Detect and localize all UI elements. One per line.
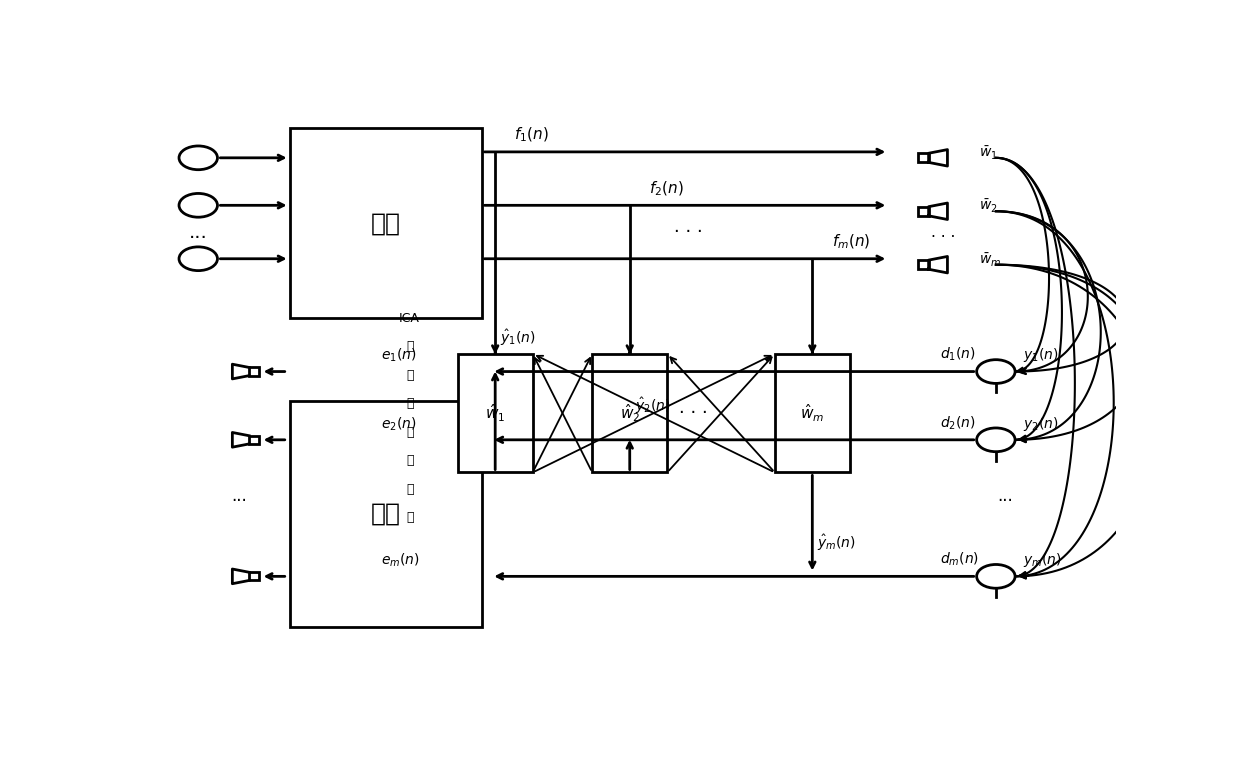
Text: $y_m(n)$: $y_m(n)$	[1023, 551, 1061, 569]
Text: ...: ...	[232, 487, 248, 505]
Text: $\bar{w}_1$: $\bar{w}_1$	[978, 144, 997, 162]
Text: $e_1(n)$: $e_1(n)$	[381, 347, 417, 365]
Text: · · ·: · · ·	[675, 223, 703, 241]
Bar	[249, 572, 259, 581]
Text: $d_m(n)$: $d_m(n)$	[940, 550, 980, 568]
Text: $f_m(n)$: $f_m(n)$	[832, 233, 870, 251]
Text: · · ·: · · ·	[678, 404, 708, 422]
Text: 应: 应	[405, 397, 413, 410]
Text: 程: 程	[405, 511, 413, 524]
Text: $\bar{w}_2$: $\bar{w}_2$	[978, 198, 997, 215]
Bar	[918, 153, 929, 163]
Text: $d_2(n)$: $d_2(n)$	[940, 414, 976, 432]
Text: 滤: 滤	[405, 426, 413, 439]
Circle shape	[179, 247, 217, 271]
Text: $y_2(n)$: $y_2(n)$	[1023, 415, 1058, 433]
Circle shape	[977, 564, 1016, 588]
Text: 通道: 通道	[371, 502, 401, 526]
Circle shape	[179, 146, 217, 170]
Circle shape	[179, 194, 217, 217]
Text: 过: 过	[405, 483, 413, 496]
Text: ...: ...	[188, 223, 207, 241]
Text: $\bar{w}_m$: $\bar{w}_m$	[978, 251, 1001, 268]
Bar	[458, 354, 533, 473]
Bar	[775, 354, 849, 473]
Text: $e_m(n)$: $e_m(n)$	[381, 552, 419, 569]
Bar	[249, 436, 259, 444]
Text: $f_2(n)$: $f_2(n)$	[649, 179, 683, 197]
Circle shape	[977, 359, 1016, 383]
Text: $\hat{y}_2(n)$: $\hat{y}_2(n)$	[635, 396, 670, 416]
Bar	[290, 128, 481, 318]
Text: 适: 适	[405, 369, 413, 382]
Text: 波: 波	[405, 454, 413, 467]
Text: $\hat{w}_2$: $\hat{w}_2$	[620, 402, 640, 424]
Text: · · ·: · · ·	[931, 231, 955, 245]
Bar	[249, 368, 259, 375]
Text: $\hat{y}_m(n)$: $\hat{y}_m(n)$	[817, 533, 856, 553]
Text: $e_2(n)$: $e_2(n)$	[381, 416, 417, 433]
Text: $y_1(n)$: $y_1(n)$	[1023, 346, 1058, 365]
Text: $\hat{w}_m$: $\hat{w}_m$	[800, 402, 825, 424]
Text: $d_1(n)$: $d_1(n)$	[940, 346, 976, 363]
Text: 自: 自	[405, 340, 413, 353]
Text: $\hat{w}_1$: $\hat{w}_1$	[485, 402, 506, 424]
Text: 通道: 通道	[371, 211, 401, 235]
Text: ...: ...	[998, 487, 1013, 505]
Text: $\hat{y}_1(n)$: $\hat{y}_1(n)$	[500, 328, 536, 348]
Circle shape	[977, 428, 1016, 452]
Bar	[290, 401, 481, 627]
Bar	[918, 207, 929, 216]
Bar	[593, 354, 667, 473]
Bar	[918, 260, 929, 269]
Text: ICA: ICA	[399, 311, 420, 325]
Text: $f_1(n)$: $f_1(n)$	[515, 126, 549, 144]
